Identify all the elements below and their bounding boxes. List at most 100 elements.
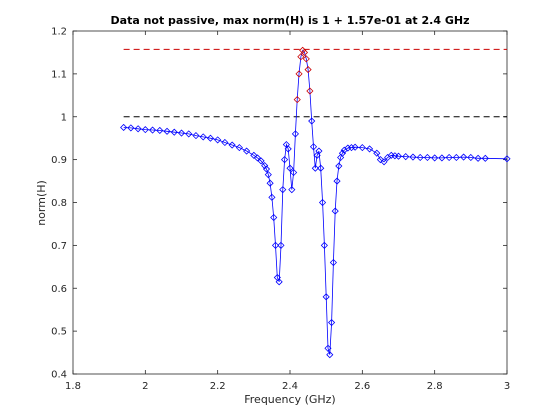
x-tick-label: 1.8 <box>65 381 81 392</box>
plot-area: 1.8 2 2.2 2.4 2.6 2.8 3 0.4 0.5 0.6 0.7 0.8 0.9 1 1.1 1… <box>51 27 511 392</box>
data-point <box>438 154 446 162</box>
data-point <box>291 130 299 138</box>
data-point <box>281 156 289 164</box>
data-point <box>300 48 309 57</box>
data-point <box>503 155 511 163</box>
data-point <box>376 156 384 164</box>
data-point <box>297 53 305 61</box>
data-point <box>322 293 330 301</box>
data-point <box>228 141 236 149</box>
data-point <box>127 124 135 132</box>
x-tick-label: 2 <box>142 381 148 392</box>
x-tick-label: 2.4 <box>282 381 298 392</box>
data-point <box>394 152 403 160</box>
data-point <box>266 179 274 187</box>
x-tick-label: 2.8 <box>427 381 443 392</box>
data-point <box>338 149 347 157</box>
data-point <box>308 117 316 125</box>
data-point <box>221 138 229 147</box>
y-tick-label: 0.4 <box>51 370 67 381</box>
y-tick-label: 1 <box>61 112 67 123</box>
data-point <box>271 241 280 249</box>
data-point <box>284 145 292 153</box>
data-point <box>467 153 475 162</box>
data-point <box>261 162 269 170</box>
data-point <box>304 66 312 74</box>
data-point <box>409 153 417 161</box>
data-point <box>333 177 341 185</box>
data-point <box>324 344 332 352</box>
data-point <box>156 126 164 135</box>
data-point <box>206 134 214 142</box>
x-tick-label: 2.6 <box>354 381 370 392</box>
data-point <box>481 154 489 162</box>
data-point <box>257 157 265 165</box>
data-point <box>286 164 294 172</box>
y-tick-label: 0.5 <box>51 327 67 338</box>
data-point <box>243 147 251 155</box>
data-point <box>235 144 243 152</box>
y-axis-label: norm(H) <box>35 180 48 226</box>
data-point <box>262 165 271 173</box>
data-point <box>329 258 337 267</box>
data-point <box>306 87 314 95</box>
data-point <box>311 164 319 172</box>
data-point <box>277 241 285 249</box>
data-point <box>328 318 336 327</box>
data-point <box>170 128 178 136</box>
x-axis-label: Frequency (GHz) <box>244 393 335 406</box>
data-point <box>192 132 200 140</box>
data-point <box>460 153 468 161</box>
data-point <box>275 278 283 286</box>
data-point <box>293 96 301 104</box>
data-point <box>302 55 310 63</box>
data-point <box>309 143 318 151</box>
data-point <box>250 151 258 159</box>
data-point <box>199 133 207 141</box>
x-tick-label: 2.2 <box>210 381 226 392</box>
data-point <box>416 153 424 162</box>
data-point <box>185 130 193 138</box>
chart-title: Data not passive, max norm(H) is 1 + 1.5… <box>111 14 470 27</box>
data-point <box>317 164 325 172</box>
data-point <box>295 70 303 78</box>
data-point <box>134 125 142 133</box>
data-point <box>141 126 149 134</box>
data-point <box>268 193 276 201</box>
y-tick-label: 1.2 <box>51 27 67 38</box>
data-point <box>120 123 128 132</box>
data-point <box>264 171 272 179</box>
y-tick-label: 0.6 <box>51 284 67 295</box>
data-point <box>344 144 352 152</box>
data-point <box>351 143 359 151</box>
data-point <box>320 241 328 249</box>
y-tick-label: 0.8 <box>51 198 67 209</box>
data-point <box>331 207 339 215</box>
y-tick-label: 1.1 <box>51 69 67 80</box>
data-point <box>358 144 366 152</box>
data-point <box>290 168 298 177</box>
data-point <box>431 154 439 162</box>
data-point <box>288 186 296 194</box>
data-point <box>177 129 186 137</box>
data-point <box>335 162 343 170</box>
data-point <box>445 153 453 162</box>
data-point <box>402 153 410 161</box>
data-point <box>347 144 356 152</box>
data-point <box>163 127 171 135</box>
data-point <box>380 158 388 166</box>
data-point <box>253 154 262 162</box>
data-point <box>279 186 287 194</box>
data-point <box>452 153 460 162</box>
data-point <box>318 198 327 207</box>
data-point <box>214 136 222 144</box>
data-point <box>423 153 431 162</box>
data-point <box>270 213 278 222</box>
data-point <box>373 149 381 157</box>
data-point <box>149 126 157 134</box>
series-line <box>123 49 508 355</box>
y-tick-label: 0.9 <box>51 155 67 166</box>
